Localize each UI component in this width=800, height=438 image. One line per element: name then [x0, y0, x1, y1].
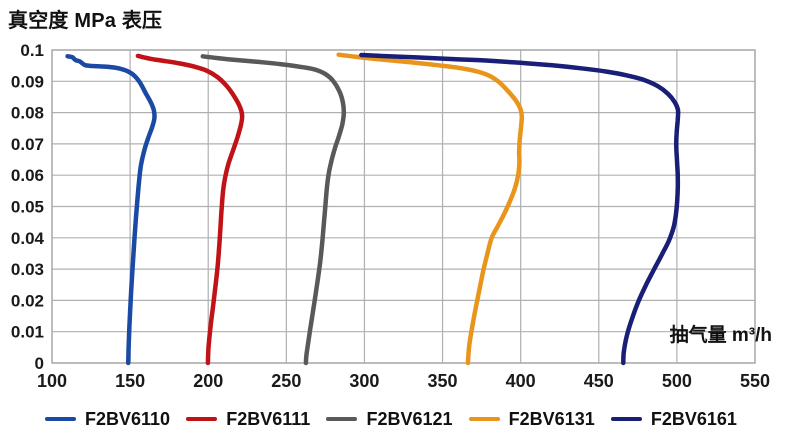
legend-item-f2bv6110: F2BV6110	[45, 409, 170, 430]
legend-label: F2BV6110	[85, 408, 171, 429]
chart-title: 真空度 MPa 表压	[8, 10, 163, 32]
legend-label: F2BV6161	[650, 408, 737, 429]
plot-border	[51, 49, 756, 364]
y-tick-label: 0.1	[20, 41, 44, 60]
legend-item-f2bv6121: F2BV6121	[326, 408, 453, 430]
y-tick-label: 0.03	[11, 260, 44, 279]
series-line-f2bv6111	[135, 53, 245, 366]
legend-label: F2BV6131	[508, 408, 595, 429]
y-tick-label: 0.09	[11, 72, 44, 91]
legend-line-swatch	[186, 416, 218, 422]
x-tick-label: 300	[349, 371, 379, 391]
x-tick-label: 400	[506, 371, 536, 391]
legend-line-swatch	[610, 416, 642, 422]
series-line-f2bv6161	[359, 52, 681, 366]
y-tick-label: 0.02	[11, 291, 44, 310]
legend-label: F2BV6111	[226, 408, 311, 429]
y-tick-label: 0.01	[11, 323, 44, 342]
y-tick-label: 0.04	[11, 229, 45, 248]
x-tick-label: 250	[271, 371, 301, 391]
x-tick-label: 450	[584, 371, 614, 391]
x-tick-label: 100	[37, 371, 67, 391]
y-tick-label: 0.05	[11, 198, 44, 217]
y-tick-label: 0.08	[11, 104, 44, 123]
x-tick-label: 350	[428, 371, 458, 391]
x-tick-label: 150	[115, 371, 145, 391]
series-line-f2bv6121	[200, 54, 347, 366]
legend-label: F2BV6121	[366, 408, 453, 429]
legend-item-f2bv6161: F2BV6161	[610, 408, 737, 430]
series-line-f2bv6131	[336, 52, 525, 366]
y-tick-label: 0.06	[11, 166, 44, 185]
y-tick-label: 0.07	[11, 135, 44, 154]
legend-line-swatch	[326, 416, 358, 422]
x-axis-unit-label: 抽气量 m³/h	[669, 325, 772, 346]
y-tick-label: 0	[35, 354, 44, 373]
legend: F2BV6110 F2BV6111 F2BV6121 F2BV6131 F2BV…	[45, 403, 737, 435]
legend-item-f2bv6111: F2BV6111	[186, 409, 310, 430]
x-tick-label: 550	[740, 371, 770, 391]
legend-line-swatch	[468, 416, 500, 422]
x-tick-label: 500	[662, 371, 692, 391]
x-tick-label: 200	[193, 371, 223, 391]
legend-line-swatch	[45, 416, 76, 422]
series-line-f2bv6110	[65, 54, 157, 366]
legend-item-f2bv6131: F2BV6131	[468, 408, 595, 430]
